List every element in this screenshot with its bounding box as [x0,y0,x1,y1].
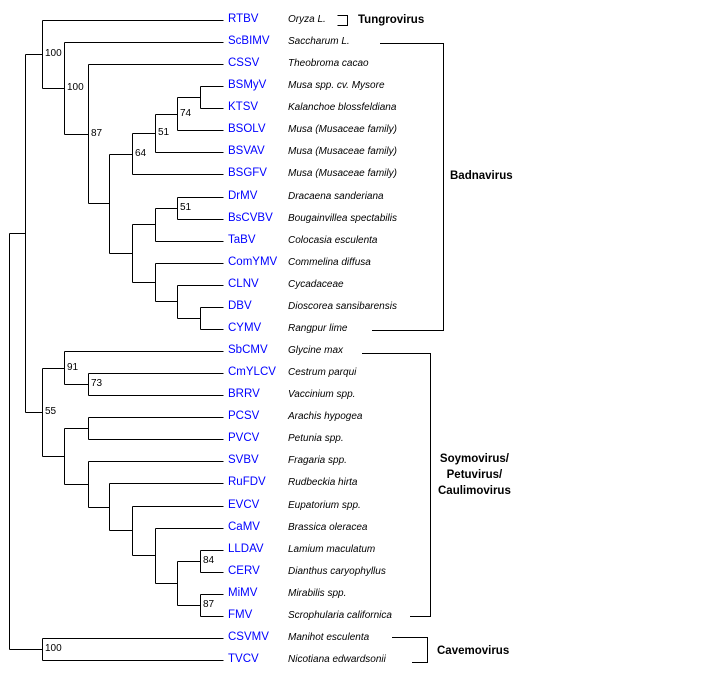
genus-label-line: Caulimovirus [438,485,511,497]
bootstrap-value: 100 [45,643,62,654]
genus-label-line: Petuvirus/ [446,469,503,481]
bootstrap-value: 73 [91,378,103,389]
host-label: Brassica oleracea [288,522,368,533]
virus-label: BSGFV [228,167,267,179]
virus-label: CLNV [228,278,259,290]
virus-label: KTSV [228,101,259,113]
host-label: Oryza L. [288,14,326,25]
host-label: Eupatorium spp. [288,500,361,511]
virus-label: EVCV [228,499,260,511]
virus-label: RuFDV [228,476,266,488]
virus-label: PCSV [228,410,260,422]
virus-label: BsCVBV [228,212,273,224]
host-label: Kalanchoe blossfeldiana [288,102,397,113]
host-label: Rudbeckia hirta [288,477,358,488]
virus-label: BSVAV [228,145,265,157]
bootstrap-value: 87 [91,128,103,139]
virus-label: ScBIMV [228,35,270,47]
host-label: Dioscorea sansibarensis [288,301,397,312]
virus-label: TVCV [228,653,259,665]
host-label: Nicotiana edwardsonii [288,654,386,665]
virus-label: CERV [228,565,260,577]
virus-label: CSSV [228,57,260,69]
bracket-soymovirus [362,353,431,617]
virus-label: DrMV [228,190,258,202]
host-label: Musa (Musaceae family) [288,146,397,157]
host-label: Lamium maculatum [288,544,376,555]
bootstrap-value: 91 [67,362,79,373]
host-label: Vaccinium spp. [288,389,356,400]
genus-label-tungrovirus: Tungrovirus [358,14,425,26]
host-label: Musa spp. cv. Mysore [288,80,385,91]
bootstrap-value: 51 [158,127,170,138]
genus-label-cavemovirus: Cavemovirus [437,645,510,657]
bracket-cavemovirus [392,637,428,663]
genus-brackets [337,15,444,663]
virus-label: TaBV [228,234,256,246]
host-label: Dianthus caryophyllus [288,566,386,577]
bootstrap-value: 55 [45,406,57,417]
virus-label: FMV [228,609,253,621]
genus-label-badnavirus: Badnavirus [450,170,513,182]
virus-label: CYMV [228,322,262,334]
host-label: Bougainvillea spectabilis [288,213,397,224]
bootstrap-value: 64 [135,148,147,159]
host-label: Cestrum parqui [288,367,357,378]
host-label: Mirabilis spp. [288,588,347,599]
host-label: Saccharum L. [288,36,350,47]
host-label: Glycine max [288,345,344,356]
bootstrap-value: 51 [180,202,192,213]
virus-label: DBV [228,300,252,312]
virus-label: BSOLV [228,123,266,135]
host-label: Musa (Musaceae family) [288,124,397,135]
host-label: Fragaria spp. [288,455,347,466]
host-label: Colocasia esculenta [288,235,378,246]
virus-label: CmYLCV [228,366,276,378]
virus-label: CSVMV [228,631,269,643]
host-label: Manihot esculenta [288,632,370,643]
virus-label: BSMyV [228,79,267,91]
bootstrap-value: 100 [45,48,62,59]
virus-label: SbCMV [228,344,268,356]
bootstrap-value: 74 [180,108,192,119]
bootstrap-value: 100 [67,82,84,93]
bracket-badnavirus [372,43,444,331]
genus-label-line: Soymovirus/ [439,453,509,465]
bootstrap-value: 84 [203,555,215,566]
virus-label: SVBV [228,454,259,466]
virus-label: BRRV [228,388,260,400]
bracket-tungrovirus [337,15,348,26]
host-label: Dracaena sanderiana [288,191,384,202]
host-label: Theobroma cacao [288,58,369,69]
host-label: Scrophularia californica [288,610,392,621]
virus-label: LLDAV [228,543,264,555]
host-label: Rangpur lime [288,323,348,334]
virus-label: RTBV [228,13,259,25]
host-label: Cycadaceae [288,279,344,290]
virus-label: CaMV [228,521,260,533]
host-label: Petunia spp. [288,433,344,444]
host-label: Arachis hypogea [288,411,363,422]
host-label: Musa (Musaceae family) [288,168,397,179]
virus-label: PVCV [228,432,260,444]
virus-label: MiMV [228,587,258,599]
host-label: Commelina diffusa [288,257,371,268]
virus-label: ComYMV [228,256,278,268]
genus-label-soymovirus: Soymovirus/ Petuvirus/ Caulimovirus [438,451,511,499]
bootstrap-value: 87 [203,599,215,610]
